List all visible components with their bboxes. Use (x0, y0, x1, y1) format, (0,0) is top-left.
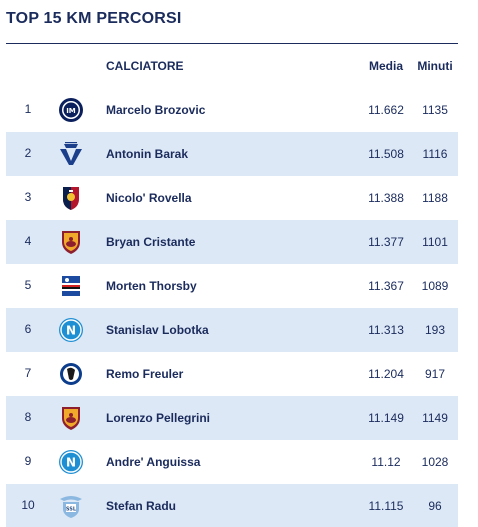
svg-text:N: N (66, 324, 76, 338)
lazio-crest-icon: SSL (58, 493, 84, 519)
media-value: 11.662 (368, 103, 404, 117)
inter-crest-icon: IM (58, 97, 84, 123)
player-name: Nicolo' Rovella (106, 191, 192, 205)
atalanta-crest-icon (58, 361, 84, 387)
table-row: 8 Lorenzo Pellegrini 11.149 1149 (6, 396, 458, 440)
table-row: 1 IM Marcelo Brozovic 11.662 1135 (6, 88, 458, 132)
media-value: 11.12 (371, 455, 401, 469)
svg-text:N: N (66, 456, 76, 470)
minuti-value: 96 (428, 499, 442, 513)
rank-number: 2 (24, 146, 32, 160)
page-title: TOP 15 KM PERCORSI (6, 10, 182, 27)
media-value: 11.377 (368, 235, 404, 249)
table-row: 5 Morten Thorsby 11.367 1089 (6, 264, 458, 308)
media-value: 11.149 (368, 411, 404, 425)
genoa-crest-icon (58, 185, 84, 211)
media-value: 11.115 (368, 499, 404, 513)
minuti-value: 1116 (422, 147, 448, 161)
roma-crest-icon (58, 405, 84, 431)
table-row: 2 Antonin Barak 11.508 1116 (6, 132, 458, 176)
rank-number: 6 (24, 322, 32, 336)
sampdoria-crest-icon (58, 273, 84, 299)
media-value: 11.388 (368, 191, 404, 205)
column-header-player: CALCIATORE (106, 59, 184, 73)
player-name: Morten Thorsby (106, 279, 197, 293)
minuti-value: 1149 (422, 411, 448, 425)
player-name: Marcelo Brozovic (106, 103, 206, 117)
napoli-crest-icon: N (58, 449, 84, 475)
rank-number: 7 (24, 366, 32, 380)
verona-crest-icon (58, 141, 84, 167)
rank-number: 8 (24, 410, 32, 424)
minuti-value: 193 (424, 323, 446, 337)
rank-number: 9 (24, 454, 32, 468)
minuti-value: 1135 (422, 103, 448, 117)
table-row: 6 N Stanislav Lobotka 11.313 193 (6, 308, 458, 352)
rank-number: 4 (24, 234, 32, 248)
table-header: CALCIATORE Media Minuti (6, 56, 458, 76)
rank-number: 3 (24, 190, 32, 204)
minuti-value: 1101 (422, 235, 448, 249)
table-row: 4 Bryan Cristante 11.377 1101 (6, 220, 458, 264)
napoli-crest-icon: N (58, 317, 84, 343)
player-name: Lorenzo Pellegrini (106, 411, 211, 425)
minuti-value: 1188 (422, 191, 448, 205)
rank-number: 1 (24, 102, 32, 116)
svg-text:IM: IM (66, 107, 76, 115)
rank-number: 5 (24, 278, 32, 292)
table-row: 9 N Andre' Anguissa 11.12 1028 (6, 440, 458, 484)
player-name: Bryan Cristante (106, 235, 196, 249)
media-value: 11.204 (368, 367, 404, 381)
minuti-value: 1028 (421, 455, 449, 469)
column-header-media: Media (368, 59, 403, 73)
player-name: Remo Freuler (106, 367, 184, 381)
table-row: 7 Remo Freuler 11.204 917 (6, 352, 458, 396)
player-name: Stefan Radu (106, 499, 177, 513)
ranking-table: 1 IM Marcelo Brozovic 11.662 1135 2 Antonin Ba… (6, 88, 458, 527)
title-divider (6, 43, 458, 44)
minuti-value: 1089 (421, 279, 449, 293)
player-name: Andre' Anguissa (106, 455, 201, 469)
column-header-minuti: Minuti (417, 59, 453, 73)
media-value: 11.313 (368, 323, 404, 337)
rank-number: 10 (21, 498, 35, 512)
minuti-value: 917 (424, 367, 446, 381)
media-value: 11.508 (368, 147, 404, 161)
player-name: Stanislav Lobotka (106, 323, 209, 337)
roma-crest-icon (58, 229, 84, 255)
player-name: Antonin Barak (106, 147, 189, 161)
media-value: 11.367 (368, 279, 404, 293)
table-row: 3 Nicolo' Rovella 11.388 1188 (6, 176, 458, 220)
svg-text:SSL: SSL (66, 507, 77, 513)
table-row: 10 SSL Stefan Radu 11.115 96 (6, 484, 458, 527)
